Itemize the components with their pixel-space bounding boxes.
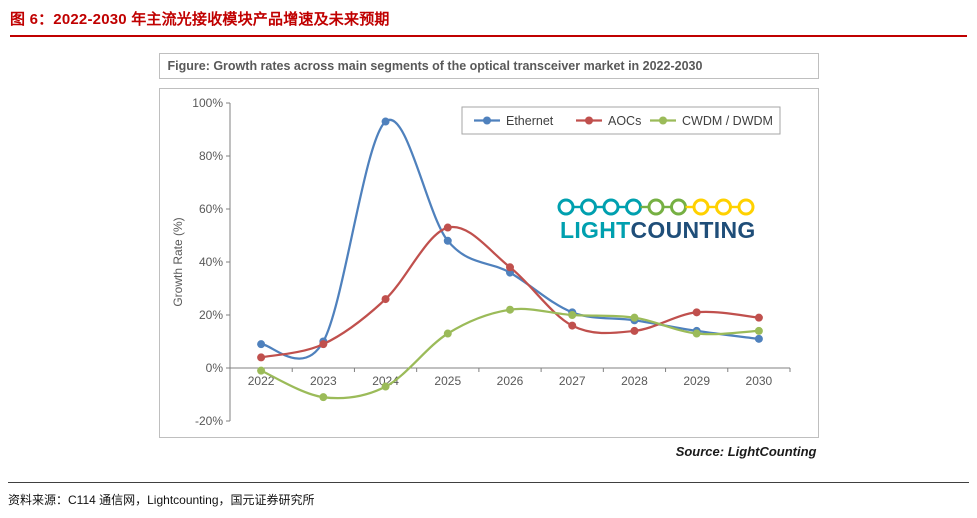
x-tick-label: 2025 xyxy=(434,374,461,388)
series-marker-aocs xyxy=(629,326,638,335)
x-tick-label: 2030 xyxy=(745,374,772,388)
series-marker-cwdm-dwdm xyxy=(443,329,452,338)
legend: Ethernet AOCs CWDM / DWDM xyxy=(461,106,780,135)
series-marker-aocs xyxy=(381,295,390,304)
legend-item-cwdm-dwdm: CWDM / DWDM xyxy=(649,114,773,128)
legend-label-ethernet: Ethernet xyxy=(506,114,554,128)
logo-wordmark: LIGHTCOUNTING xyxy=(560,217,756,243)
y-tick-label: 40% xyxy=(198,255,222,269)
legend-marker-ethernet xyxy=(482,116,491,125)
series-marker-ethernet xyxy=(381,117,390,126)
chart-card: Figure: Growth rates across main segment… xyxy=(158,53,819,459)
data-source-footnote: 资料来源：C114 通信网，Lightcounting，国元证券研究所 xyxy=(8,482,969,508)
y-tick-label: 80% xyxy=(198,149,222,163)
logo-chain-circle xyxy=(557,198,574,216)
y-tick-label: 60% xyxy=(198,202,222,216)
series-marker-cwdm-dwdm xyxy=(381,382,390,391)
series-marker-cwdm-dwdm xyxy=(692,329,701,338)
series-marker-cwdm-dwdm xyxy=(754,326,763,335)
y-tick-label: -20% xyxy=(194,414,222,428)
report-figure-header: 图 6：2022-2030 年主流光接收模块产品增速及未来预期 xyxy=(10,8,967,37)
growth-rate-line-chart: -20% 0% 20% 40% 60% 80% 100% 2022 2023 2024 2025 20… xyxy=(171,96,790,428)
y-tick-label: 100% xyxy=(192,96,223,110)
series-cwdm-dwdm xyxy=(256,305,763,402)
legend-label-cwdm-dwdm: CWDM / DWDM xyxy=(682,114,773,128)
series-marker-cwdm-dwdm xyxy=(256,366,265,375)
series-marker-cwdm-dwdm xyxy=(505,305,514,314)
legend-marker-aocs xyxy=(584,116,593,125)
logo-chain-circle xyxy=(647,198,664,216)
series-marker-aocs xyxy=(754,313,763,322)
legend-label-aocs: AOCs xyxy=(608,114,641,128)
series-marker-aocs xyxy=(505,263,514,272)
logo-chain-circle xyxy=(624,198,642,216)
series-marker-cwdm-dwdm xyxy=(318,393,327,402)
chart-title: Figure: Growth rates across main segment… xyxy=(158,53,819,79)
logo-chain-circle xyxy=(602,198,619,216)
axes: -20% 0% 20% 40% 60% 80% 100% 2022 2023 2024 2025 20… xyxy=(192,96,790,428)
series-marker-cwdm-dwdm xyxy=(567,311,576,319)
x-tick-label: 2023 xyxy=(309,374,336,388)
y-tick-label: 20% xyxy=(198,308,222,322)
logo-chain-circle xyxy=(714,198,732,216)
logo-chain-circle xyxy=(692,198,709,216)
x-tick-label: 2029 xyxy=(683,374,710,388)
lightcounting-logo: LIGHTCOUNTING xyxy=(557,198,756,243)
legend-item-ethernet: Ethernet xyxy=(473,114,554,128)
series-line-aocs xyxy=(259,225,760,359)
series-aocs xyxy=(256,223,763,362)
series-marker-ethernet xyxy=(256,340,265,349)
x-tick-label: 2028 xyxy=(621,374,648,388)
x-tick-label: 2026 xyxy=(496,374,523,388)
logo-chain-circle xyxy=(579,198,597,216)
x-tick-label: 2027 xyxy=(558,374,585,388)
series-line-cwdm-dwdm xyxy=(259,307,760,400)
chart-frame: -20% 0% 20% 40% 60% 80% 100% 2022 2023 2024 2025 20… xyxy=(158,88,819,438)
x-tick-label: 2024 xyxy=(372,374,399,388)
logo-chain-circle xyxy=(669,198,687,216)
series-marker-aocs xyxy=(318,340,327,349)
series-marker-aocs xyxy=(692,308,701,317)
y-axis-title: Growth Rate (%) xyxy=(171,217,185,306)
series-line-ethernet xyxy=(259,118,760,360)
series-marker-aocs xyxy=(567,321,576,330)
figure-caption-cn: 图 6：2022-2030 年主流光接收模块产品增速及未来预期 xyxy=(10,11,390,28)
source-note: Source: LightCounting xyxy=(675,444,817,459)
legend-marker-cwdm-dwdm xyxy=(658,116,667,125)
logo-chain-circle xyxy=(737,198,754,216)
legend-item-aocs: AOCs xyxy=(575,114,641,128)
series-marker-ethernet xyxy=(443,236,452,245)
series-marker-aocs xyxy=(443,223,452,232)
x-tick-label: 2022 xyxy=(247,374,274,388)
y-tick-label: 0% xyxy=(205,361,223,375)
series-marker-ethernet xyxy=(754,334,763,343)
series-marker-cwdm-dwdm xyxy=(629,313,638,322)
series-marker-aocs xyxy=(256,353,265,362)
